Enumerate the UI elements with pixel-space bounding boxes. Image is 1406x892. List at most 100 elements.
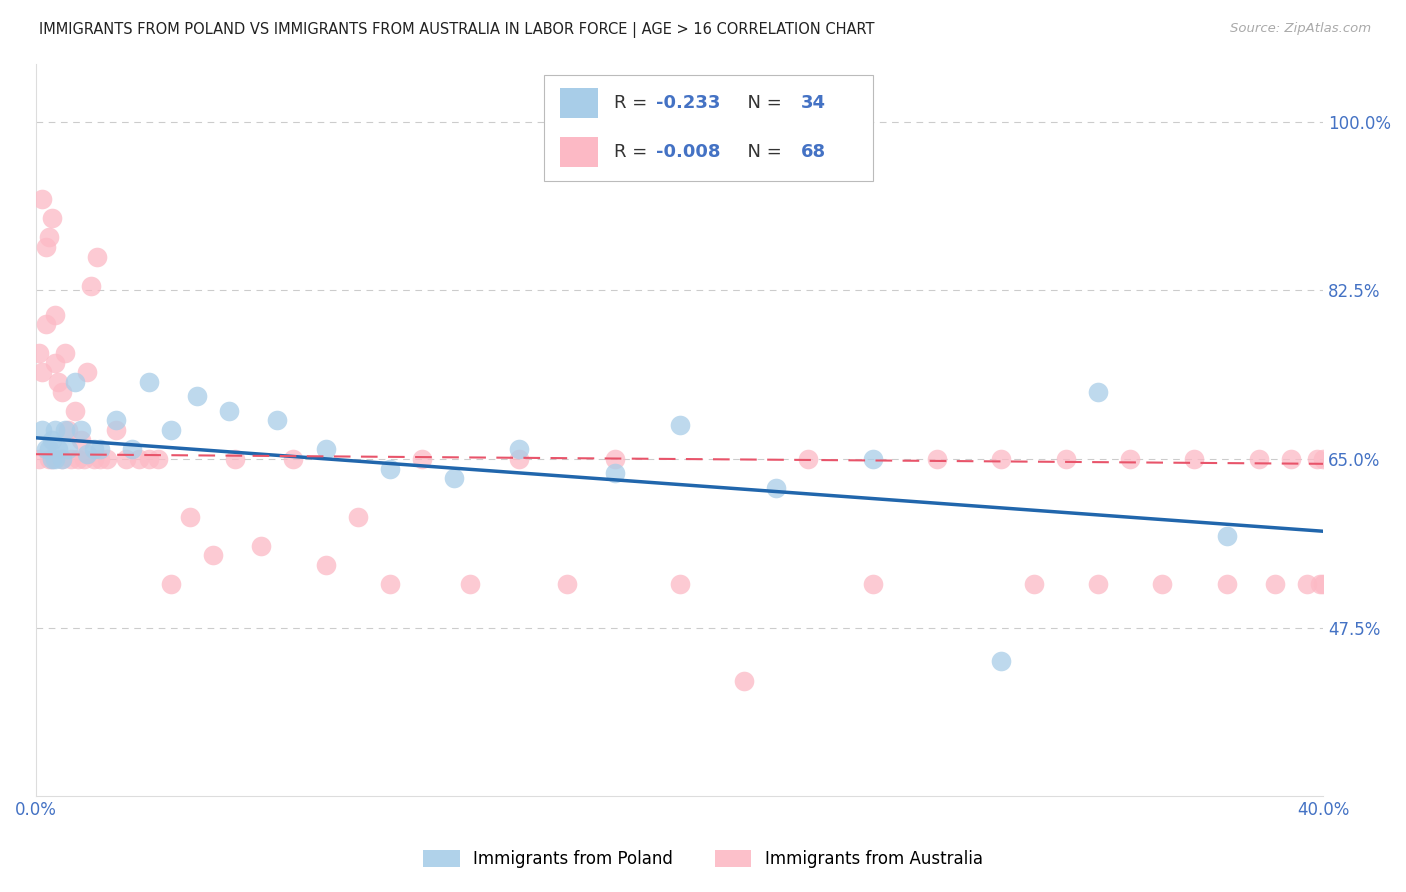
Point <box>346 509 368 524</box>
Point <box>70 423 93 437</box>
Point <box>862 452 884 467</box>
Text: IMMIGRANTS FROM POLAND VS IMMIGRANTS FROM AUSTRALIA IN LABOR FORCE | AGE > 16 CO: IMMIGRANTS FROM POLAND VS IMMIGRANTS FRO… <box>39 22 875 38</box>
Legend: Immigrants from Poland, Immigrants from Australia: Immigrants from Poland, Immigrants from … <box>416 843 990 875</box>
Text: 34: 34 <box>800 94 825 112</box>
Point <box>148 452 170 467</box>
Point <box>70 433 93 447</box>
Point <box>925 452 948 467</box>
FancyBboxPatch shape <box>560 137 599 167</box>
Point <box>1215 577 1237 591</box>
Point <box>1296 577 1319 591</box>
Point <box>201 549 224 563</box>
Point <box>378 577 401 591</box>
Point <box>508 452 530 467</box>
Point <box>83 442 105 457</box>
Point <box>990 654 1012 668</box>
Point <box>105 423 128 437</box>
Point <box>990 452 1012 467</box>
Point <box>41 452 63 467</box>
Point <box>1087 384 1109 399</box>
Text: 68: 68 <box>800 143 825 161</box>
Point <box>160 423 183 437</box>
Point <box>121 442 143 457</box>
Point <box>128 452 150 467</box>
Point <box>733 673 755 688</box>
Point <box>44 308 66 322</box>
Point <box>315 442 337 457</box>
Point <box>48 375 70 389</box>
Point <box>443 471 465 485</box>
Point <box>797 452 820 467</box>
Point <box>34 442 56 457</box>
Point <box>1184 452 1206 467</box>
Point <box>186 389 208 403</box>
Text: R =: R = <box>614 143 652 161</box>
Point <box>89 452 111 467</box>
Point <box>44 356 66 370</box>
Point <box>1087 577 1109 591</box>
Point <box>38 442 60 457</box>
Point <box>862 577 884 591</box>
Point <box>460 577 482 591</box>
Point <box>1305 452 1327 467</box>
Point <box>28 452 51 467</box>
Point <box>38 452 60 467</box>
Point <box>283 452 305 467</box>
Point <box>179 509 201 524</box>
Point <box>28 346 51 360</box>
Point <box>315 558 337 572</box>
Point <box>56 423 79 437</box>
Point <box>38 230 60 244</box>
Point <box>86 250 108 264</box>
Point <box>138 375 160 389</box>
Point <box>83 452 105 467</box>
Point <box>73 452 96 467</box>
Text: -0.008: -0.008 <box>657 143 721 161</box>
Point <box>31 423 53 437</box>
Point <box>56 442 79 457</box>
Point <box>41 433 63 447</box>
Point <box>411 452 433 467</box>
Point <box>53 423 76 437</box>
Point <box>31 365 53 379</box>
Point <box>41 452 63 467</box>
Point <box>105 413 128 427</box>
Point <box>765 481 787 495</box>
Point <box>96 452 118 467</box>
Point <box>76 447 98 461</box>
Point <box>79 278 101 293</box>
Point <box>63 404 86 418</box>
Point <box>44 452 66 467</box>
Point <box>1054 452 1077 467</box>
Point <box>668 577 690 591</box>
Point <box>138 452 160 467</box>
Point <box>44 423 66 437</box>
Point <box>668 418 690 433</box>
Point <box>605 452 627 467</box>
Point <box>266 413 288 427</box>
Point <box>31 192 53 206</box>
Point <box>1264 577 1286 591</box>
Point <box>160 577 183 591</box>
Point <box>63 375 86 389</box>
Point <box>555 577 578 591</box>
FancyBboxPatch shape <box>544 75 873 181</box>
Point <box>1247 452 1270 467</box>
Point <box>60 452 83 467</box>
Point <box>66 452 89 467</box>
Point <box>1215 529 1237 543</box>
Point <box>1152 577 1174 591</box>
Text: R =: R = <box>614 94 652 112</box>
Point <box>34 240 56 254</box>
Point <box>1312 577 1334 591</box>
Point <box>115 452 138 467</box>
Point <box>34 317 56 331</box>
Point <box>508 442 530 457</box>
Text: N =: N = <box>737 143 787 161</box>
Point <box>218 404 240 418</box>
Point <box>76 365 98 379</box>
Point <box>1309 577 1331 591</box>
Point <box>41 211 63 226</box>
Point <box>51 452 73 467</box>
Point <box>378 461 401 475</box>
